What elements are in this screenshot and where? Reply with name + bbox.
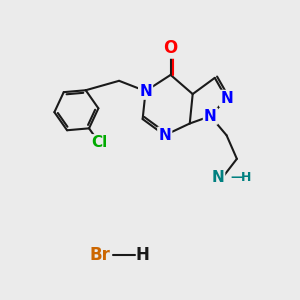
Text: H: H	[241, 172, 252, 184]
Text: Cl: Cl	[91, 135, 107, 150]
Text: N: N	[211, 170, 224, 185]
Text: N: N	[158, 128, 171, 143]
Text: N: N	[204, 109, 217, 124]
Text: O: O	[164, 39, 178, 57]
Text: Br: Br	[89, 245, 110, 263]
Text: —: —	[230, 172, 243, 184]
Text: N: N	[220, 91, 233, 106]
Text: H: H	[136, 245, 150, 263]
Text: N: N	[139, 84, 152, 99]
